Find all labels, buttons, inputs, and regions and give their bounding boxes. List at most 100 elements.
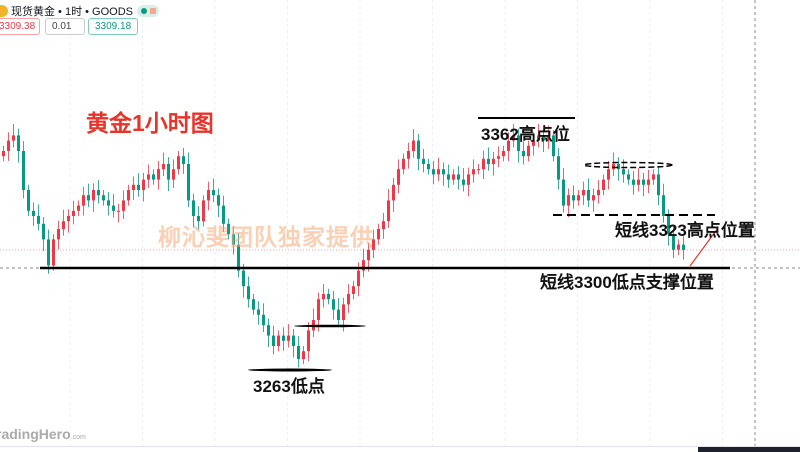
candle-body xyxy=(602,179,605,190)
candle-body xyxy=(292,335,295,346)
candle-body xyxy=(542,135,545,141)
candle-body xyxy=(512,135,515,141)
candle-body xyxy=(87,195,90,201)
candle-body xyxy=(642,179,645,185)
candle-body xyxy=(102,195,105,201)
candle-body xyxy=(262,314,265,326)
candle-body xyxy=(417,140,420,159)
candle-body xyxy=(362,260,365,271)
candle-body xyxy=(652,174,655,180)
candle-body xyxy=(242,270,245,287)
candle-body xyxy=(272,335,275,346)
candle-body xyxy=(477,169,480,171)
candle-body xyxy=(497,156,500,159)
candle-body xyxy=(507,140,510,151)
short-high-label: 短线3323高点位置 xyxy=(615,221,755,240)
candle-body xyxy=(297,346,300,359)
candle-body xyxy=(287,335,290,341)
spread-value: 0.01 xyxy=(45,18,85,35)
candle-body xyxy=(27,190,30,211)
candle-body xyxy=(142,179,145,190)
candle-body xyxy=(357,270,360,287)
candle-body xyxy=(577,195,580,201)
candle-body xyxy=(342,304,345,320)
buy-price-button[interactable]: 3309.18 xyxy=(88,18,139,35)
candle-body xyxy=(317,299,320,320)
candle-body xyxy=(552,135,555,157)
candle-body xyxy=(212,190,215,196)
candle-body xyxy=(582,190,585,196)
candle-body xyxy=(282,335,285,341)
candle-body xyxy=(372,239,375,250)
candle-body xyxy=(107,200,110,206)
candle-body xyxy=(62,221,65,229)
candle-body xyxy=(302,351,305,359)
candle-body xyxy=(607,169,610,180)
candle-body xyxy=(537,135,540,141)
candle-body xyxy=(487,158,490,164)
candle-body xyxy=(327,294,330,300)
arrow-line xyxy=(689,227,719,267)
candle-body xyxy=(472,169,475,175)
candle-body xyxy=(22,151,25,190)
candle-body xyxy=(457,174,460,180)
symbol-title: 现货黄金 • 1时 • GOODS xyxy=(11,6,133,18)
candle-body xyxy=(657,174,660,196)
market-status-icon[interactable] xyxy=(137,5,159,17)
candle-body xyxy=(217,195,220,206)
candle-body xyxy=(402,158,405,170)
candle-body xyxy=(412,140,415,151)
candle-body xyxy=(557,156,560,180)
candle-body xyxy=(382,221,385,229)
gold-coin-icon xyxy=(0,5,8,17)
candle-body xyxy=(32,210,35,216)
candle-body xyxy=(247,286,250,300)
candle-body xyxy=(17,135,20,151)
candle-body xyxy=(352,286,355,294)
candle-body xyxy=(627,174,630,180)
candle-body xyxy=(197,216,200,222)
candle-body xyxy=(157,169,160,180)
candle-body xyxy=(187,164,190,201)
candle-body xyxy=(337,309,340,320)
candle-body xyxy=(682,244,685,250)
low-label: 3263低点 xyxy=(253,377,325,396)
candle-body xyxy=(672,234,675,250)
candle-body xyxy=(437,169,440,175)
candle-body xyxy=(587,190,590,201)
candle-body xyxy=(662,195,665,216)
candle-body xyxy=(162,164,165,170)
candle-body xyxy=(82,195,85,206)
candle-body xyxy=(252,299,255,310)
candle-body xyxy=(637,179,640,185)
candle-body xyxy=(237,244,240,271)
candle-body xyxy=(232,234,235,245)
candle-body xyxy=(387,200,390,222)
candle-body xyxy=(147,174,150,180)
candle-body xyxy=(152,174,155,180)
candle-body xyxy=(47,239,50,266)
chart-annotation-title: 黄金1小时图 xyxy=(86,110,214,136)
candle-body xyxy=(492,158,495,164)
candle-body xyxy=(407,151,410,159)
candle-body xyxy=(7,140,10,151)
candle-body xyxy=(482,158,485,170)
candle-body xyxy=(227,223,230,235)
sell-price-button[interactable]: 3309.38 xyxy=(0,18,40,35)
candle-body xyxy=(392,184,395,201)
candle-body xyxy=(517,135,520,151)
symbol-header[interactable]: 现货黄金 • 1时 • GOODS xyxy=(0,3,159,19)
candle-body xyxy=(37,216,40,224)
candle-body xyxy=(172,169,175,180)
time-axis-border xyxy=(0,446,800,447)
candle-body xyxy=(442,169,445,175)
candle-body xyxy=(452,174,455,180)
candle-body xyxy=(117,210,120,212)
candle-body xyxy=(207,190,210,201)
grid-lines xyxy=(69,0,723,446)
candle-body xyxy=(92,190,95,201)
candle-body xyxy=(132,184,135,190)
candle-body xyxy=(567,195,570,206)
candle-body xyxy=(632,179,635,185)
